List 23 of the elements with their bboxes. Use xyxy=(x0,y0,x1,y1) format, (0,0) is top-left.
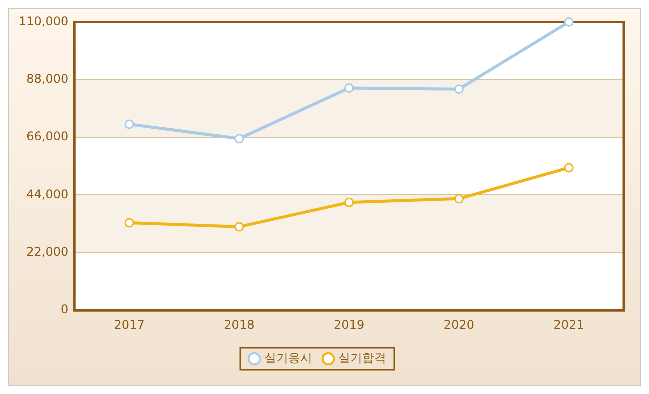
x-tick-label: 2018 xyxy=(224,318,255,332)
x-tick-label: 2020 xyxy=(444,318,474,332)
y-tick-label: 66,000 xyxy=(26,130,69,144)
point xyxy=(344,198,354,208)
point xyxy=(344,84,354,94)
y-tick-label: 88,000 xyxy=(26,72,69,86)
point xyxy=(564,17,574,27)
legend-label: 실기합격 xyxy=(338,351,386,366)
point xyxy=(564,163,574,173)
point xyxy=(124,120,134,130)
y-tick-label: 110,000 xyxy=(19,14,69,28)
y-tick-label: 44,000 xyxy=(26,187,69,202)
point xyxy=(124,218,134,228)
y-tick-label: 22,000 xyxy=(26,245,69,260)
point xyxy=(454,194,464,204)
legend-label: 실기응시 xyxy=(264,351,312,366)
point xyxy=(234,222,244,232)
y-tick-label: 0 xyxy=(60,302,69,317)
x-tick-label: 2021 xyxy=(554,318,584,332)
point xyxy=(234,134,244,144)
point xyxy=(454,84,464,94)
x-tick-label: 2019 xyxy=(334,318,365,332)
x-tick-label: 2017 xyxy=(114,318,145,332)
